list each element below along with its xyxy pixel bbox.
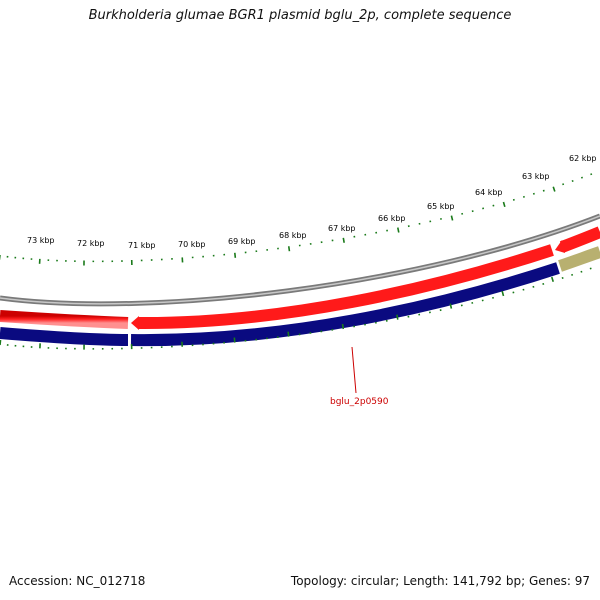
major-tick	[287, 246, 291, 252]
reverse-gene-track-left	[0, 327, 129, 346]
tick-label: 67 kbp	[328, 224, 356, 233]
tick-label: 72 kbp	[77, 239, 105, 248]
forward-gene-bglu-2p0590[interactable]	[137, 244, 554, 330]
reverse-gene-track[interactable]	[130, 262, 560, 347]
tick-label: 73 kbp	[27, 236, 55, 245]
major-tick	[287, 331, 290, 337]
minor-tick	[580, 270, 583, 273]
tick-label: 63 kbp	[522, 172, 550, 181]
major-tick	[450, 215, 454, 221]
tick-label: 65 kbp	[427, 202, 455, 211]
forward-gene-next-arrowhead	[555, 240, 565, 253]
major-tick	[342, 237, 345, 243]
gene-label-bglu-2p0590[interactable]: bglu_2p0590	[330, 397, 389, 407]
tick-label: 66 kbp	[378, 214, 406, 223]
tick-label: 62 kbp	[569, 154, 597, 163]
major-tick	[234, 252, 237, 258]
major-tick	[396, 227, 400, 233]
tick-label: 69 kbp	[228, 237, 256, 246]
tick-labels: 73 kbp 72 kbp 71 kbp 70 kbp 69 kbp 68 kb…	[27, 154, 597, 250]
gc-content-track	[558, 246, 600, 272]
backbone-ring-highlight	[0, 215, 600, 305]
minor-tick	[580, 176, 584, 179]
tick-label: 68 kbp	[279, 231, 307, 240]
minor-tick	[571, 273, 574, 276]
major-tick	[341, 323, 345, 330]
major-tick	[501, 290, 505, 297]
forward-gene-arrowhead	[131, 316, 139, 330]
forward-gene-track-left	[0, 310, 129, 329]
outer-tick-ring	[0, 173, 593, 266]
minor-tick	[562, 183, 565, 186]
gene-label-pointer	[351, 346, 357, 394]
minor-tick	[590, 173, 593, 176]
major-tick	[502, 201, 506, 208]
major-tick	[396, 314, 399, 320]
minor-tick	[571, 179, 574, 183]
accession-text: Accession: NC_012718	[9, 574, 146, 588]
inner-tick-ring	[0, 267, 592, 350]
major-tick	[551, 276, 555, 282]
minor-tick	[589, 267, 592, 270]
map-title: Burkholderia glumae BGR1 plasmid bglu_2p…	[88, 8, 512, 23]
major-tick	[552, 186, 556, 192]
tick-label: 70 kbp	[178, 240, 206, 249]
tick-label: 64 kbp	[475, 188, 503, 197]
major-tick	[449, 303, 453, 309]
summary-text: Topology: circular; Length: 141,792 bp; …	[290, 574, 590, 588]
tick-label: 71 kbp	[128, 241, 156, 250]
major-tick	[0, 339, 2, 346]
forward-gene-next[interactable]	[559, 226, 600, 253]
